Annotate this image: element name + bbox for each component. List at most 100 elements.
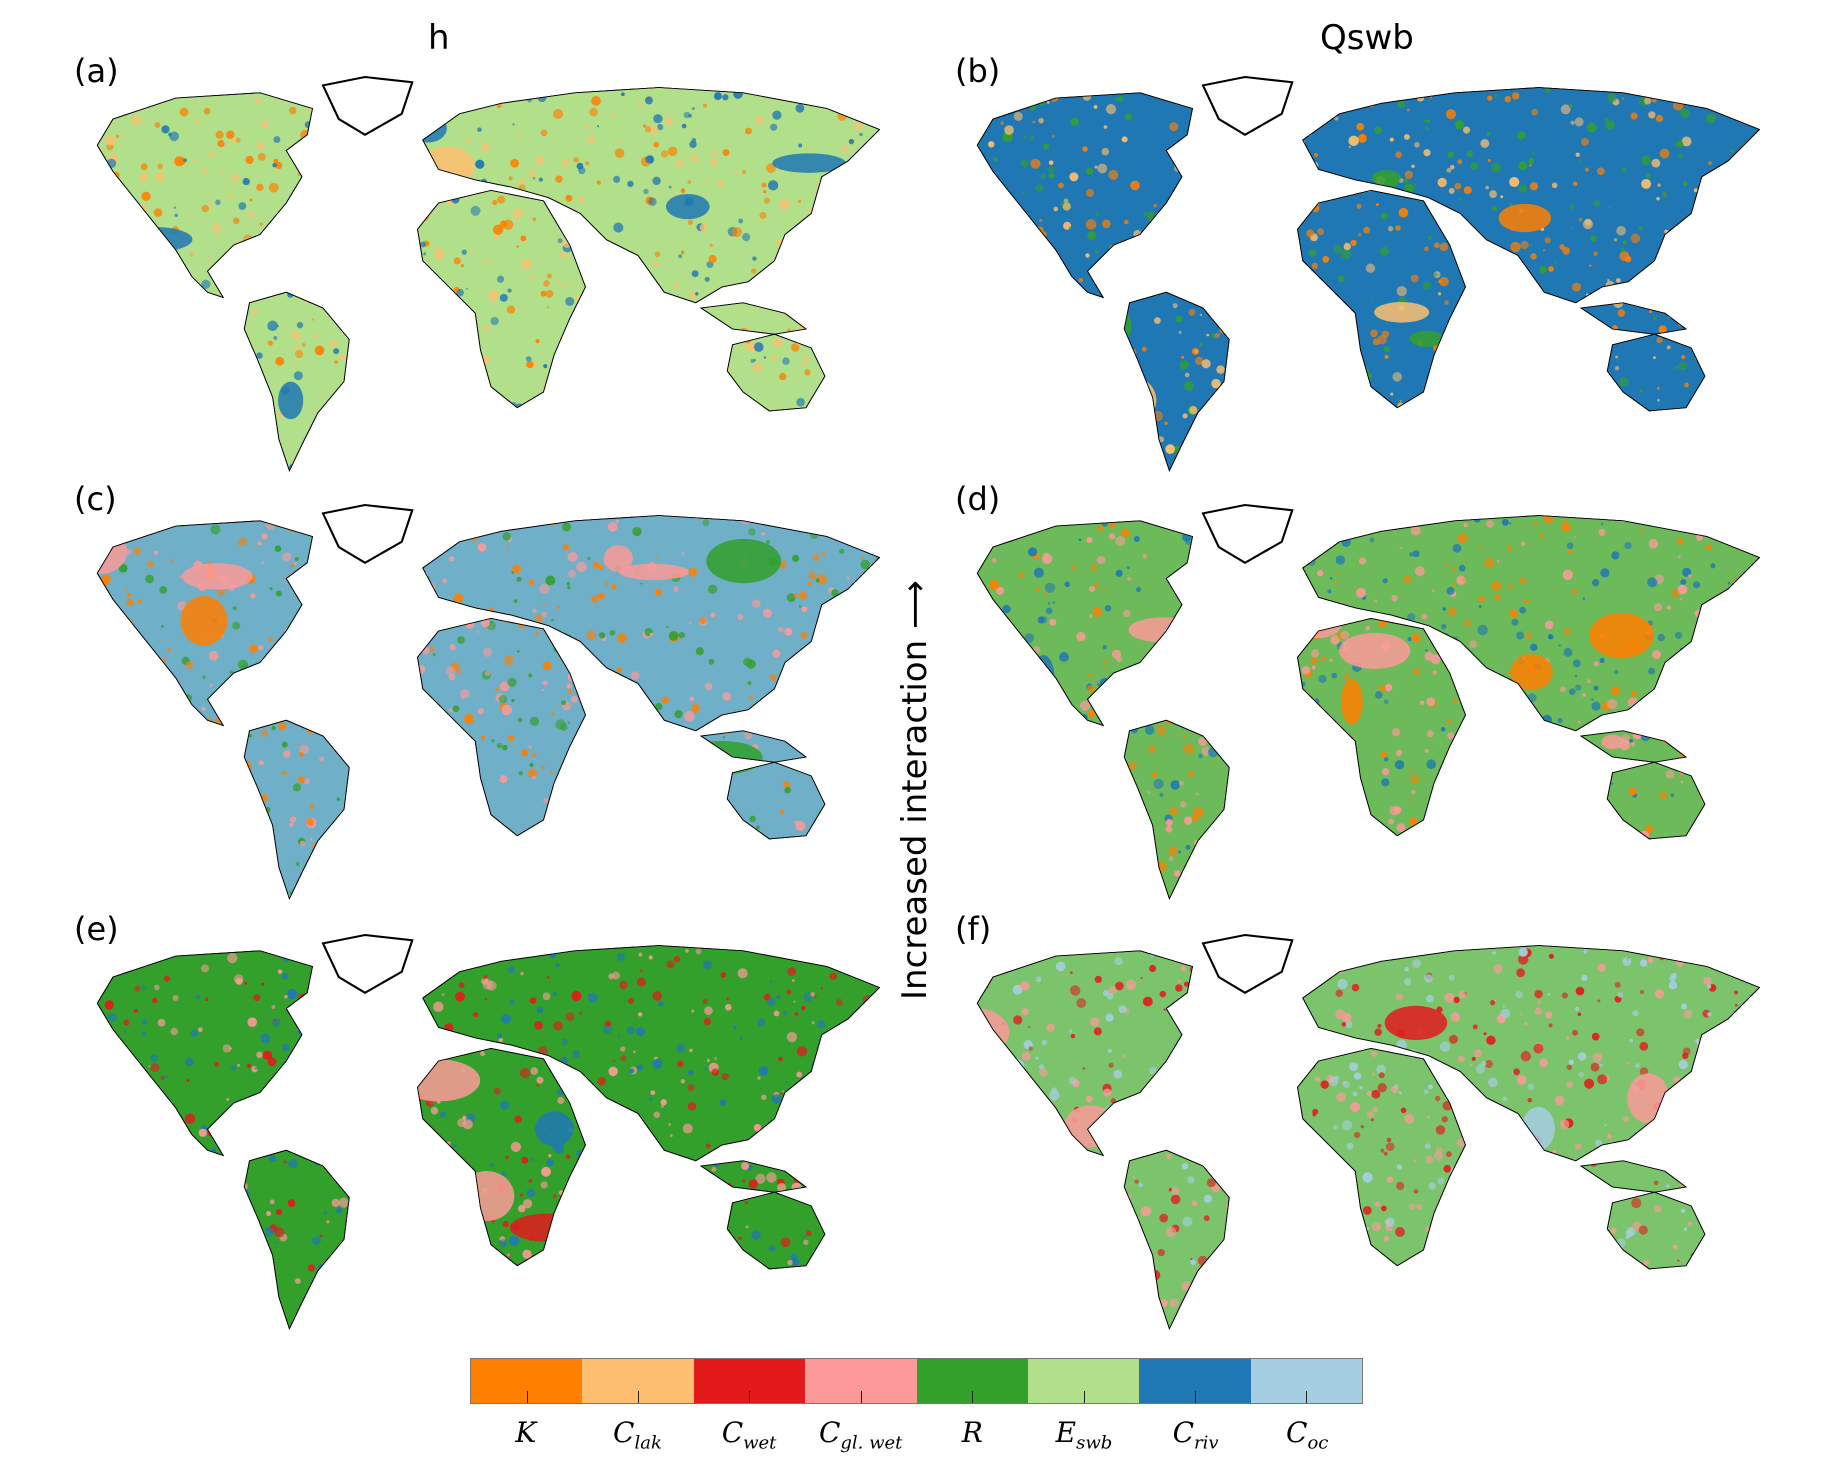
legend-colorbar <box>470 1358 1363 1404</box>
coastline-maritime-se-asia <box>1579 730 1688 763</box>
coastline-south-america <box>1123 719 1230 900</box>
continent-australia <box>726 1191 826 1270</box>
legend-tick <box>972 1391 974 1403</box>
coastline-australia <box>1606 1191 1706 1270</box>
continent-australia <box>726 761 826 840</box>
legend-label-subscript: swb <box>1076 1432 1113 1454</box>
coastline-eurasia <box>422 87 881 304</box>
legend-swatch-7 <box>1250 1359 1362 1403</box>
legend-label-2: Cwet <box>693 1416 805 1454</box>
legend-labels: K Clak Cwet Cgl. wet R Eswb Criv Coc <box>470 1416 1363 1454</box>
coastline-australia <box>726 1191 826 1270</box>
world-map-panel-d <box>976 503 1761 900</box>
coastline-south-america <box>1123 1149 1230 1330</box>
legend-swatch-0 <box>471 1359 583 1403</box>
legend-label-symbol: K <box>515 1416 537 1449</box>
continent-australia <box>1606 761 1706 840</box>
legend-label-1: Clak <box>582 1416 694 1454</box>
coastline-south-america <box>243 719 350 900</box>
legend-label-0: K <box>470 1416 582 1454</box>
continent-australia <box>1606 333 1706 412</box>
coastline-eurasia <box>1302 87 1761 304</box>
continent-south-america <box>243 291 350 472</box>
coastline-north-america <box>96 950 313 1157</box>
column-title-qswb: Qswb <box>1320 18 1414 58</box>
continent-greenland <box>321 933 414 994</box>
world-map-panel-e <box>96 933 881 1330</box>
coastline-maritime-se-asia <box>1579 302 1688 335</box>
legend-label-symbol: C <box>613 1416 635 1449</box>
legend-label-5: Eswb <box>1028 1416 1140 1454</box>
continent-north-america <box>976 92 1193 299</box>
legend-label-symbol: C <box>818 1416 841 1449</box>
continent-greenland <box>1201 503 1294 564</box>
legend-label-3: Cgl. wet <box>805 1416 917 1454</box>
legend-label-4: R <box>917 1416 1029 1454</box>
world-map-panel-c <box>96 503 881 900</box>
coastline-south-america <box>243 1149 350 1330</box>
continent-north-america <box>96 950 313 1157</box>
legend-tick <box>526 1391 528 1403</box>
legend-swatch-2 <box>693 1359 806 1403</box>
legend-label-symbol: C <box>1286 1416 1308 1449</box>
coastline-africa <box>417 1047 586 1267</box>
legend-swatch-4 <box>916 1359 1028 1403</box>
legend-tick <box>638 1391 640 1403</box>
continent-greenland <box>1201 75 1294 136</box>
panel-label-b: (b) <box>955 52 1001 90</box>
column-title-h: h <box>428 18 450 58</box>
legend-label-subscript: riv <box>1194 1432 1219 1454</box>
legend-tick <box>1083 1391 1085 1403</box>
coastline-north-america <box>976 520 1193 727</box>
world-map-panel-b <box>976 75 1761 472</box>
legend-label-6: Criv <box>1140 1416 1252 1454</box>
panel-label-e: (e) <box>74 910 119 948</box>
panel-label-a: (a) <box>74 52 119 90</box>
coastline-north-america <box>976 92 1193 299</box>
coastline-australia <box>726 761 826 840</box>
coastline-eurasia <box>422 945 881 1162</box>
legend-swatch-5 <box>1027 1359 1140 1403</box>
coastline-south-america <box>243 291 350 472</box>
coastline-eurasia <box>422 515 881 732</box>
legend-tick <box>1306 1391 1308 1403</box>
coastline-maritime-se-asia <box>699 1160 808 1193</box>
coastline-south-america <box>1123 291 1230 472</box>
panel-label-c: (c) <box>74 480 117 518</box>
continent-australia <box>1606 1191 1706 1270</box>
continent-greenland <box>321 503 414 564</box>
legend-swatch-1 <box>582 1359 694 1403</box>
legend-label-7: Coc <box>1251 1416 1363 1454</box>
legend-label-subscript: wet <box>743 1432 777 1454</box>
coastline-north-america <box>96 92 313 299</box>
legend-swatch-3 <box>805 1359 917 1403</box>
coastline-africa <box>1297 617 1466 837</box>
legend-label-symbol: E <box>1055 1416 1077 1449</box>
panel-label-f: (f) <box>955 910 992 948</box>
coastline-africa <box>417 617 586 837</box>
coastline-eurasia <box>1302 945 1761 1162</box>
legend-label-subscript: gl. wet <box>840 1432 903 1454</box>
coastline-africa <box>1297 189 1466 409</box>
legend-label-subscript: oc <box>1307 1432 1329 1454</box>
coastline-australia <box>726 333 826 412</box>
coastline-maritime-se-asia <box>699 302 808 335</box>
coastline-maritime-se-asia <box>1579 1160 1688 1193</box>
legend-label-symbol: C <box>1172 1416 1195 1449</box>
legend-label-symbol: C <box>721 1416 744 1449</box>
coastline-eurasia <box>1302 515 1761 732</box>
coastline-australia <box>1606 333 1706 412</box>
coastline-north-america <box>976 950 1193 1157</box>
increased-interaction-annotation: Increased interaction ⟶ <box>895 580 935 1000</box>
legend-label-subscript: lak <box>634 1432 662 1454</box>
coastline-maritime-se-asia <box>699 730 808 763</box>
legend-swatch-6 <box>1139 1359 1251 1403</box>
legend-tick <box>749 1391 751 1403</box>
world-map-panel-a <box>96 75 881 472</box>
panel-label-d: (d) <box>955 480 1001 518</box>
continent-greenland <box>321 75 414 136</box>
coastline-australia <box>1606 761 1706 840</box>
coastline-africa <box>417 189 586 409</box>
coastline-north-america <box>96 520 313 727</box>
continent-greenland <box>1201 933 1294 994</box>
